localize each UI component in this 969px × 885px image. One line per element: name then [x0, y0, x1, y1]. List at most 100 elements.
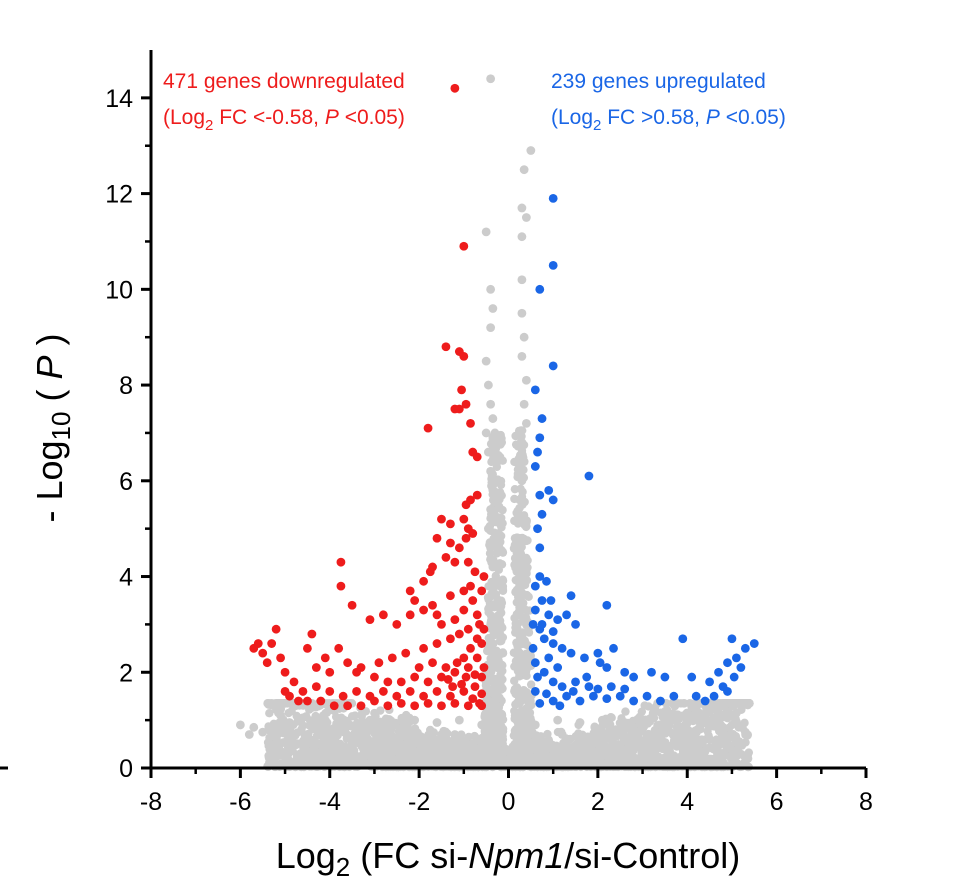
down-gene-point — [457, 679, 466, 689]
ns-gene-point — [519, 725, 529, 735]
ns-cloud-point — [728, 752, 737, 761]
ns-cloud-point — [523, 563, 532, 572]
up-gene-point — [537, 414, 547, 423]
ns-gene-point — [611, 725, 621, 735]
ns-cloud-point — [429, 747, 439, 756]
ns-gene-point — [517, 552, 527, 562]
ns-cloud-point — [488, 496, 498, 505]
up-gene-point — [642, 691, 652, 701]
ns-gene-point — [468, 739, 478, 749]
ns-cloud-point — [704, 754, 714, 764]
x-tick-label: 6 — [770, 788, 784, 816]
down-gene-point — [441, 663, 451, 672]
ns-cloud-point — [528, 728, 537, 737]
ns-cloud-point — [264, 722, 273, 731]
up-gene-point — [580, 653, 589, 663]
up-gene-point — [528, 620, 538, 629]
down-gene-point — [450, 615, 460, 625]
ns-gene-point — [334, 725, 344, 735]
ns-gene-point — [311, 722, 321, 732]
down-gene-point — [258, 648, 268, 658]
ns-cloud-point — [282, 737, 291, 746]
ns-cloud-point — [498, 575, 507, 584]
ns-gene-point — [481, 227, 491, 237]
ns-gene-point — [517, 438, 527, 447]
ns-cloud-point — [743, 751, 752, 760]
up-gene-point — [530, 605, 540, 615]
ns-cloud-point — [274, 729, 283, 738]
down-gene-point — [459, 605, 469, 615]
down-gene-point — [392, 620, 402, 629]
down-gene-point — [466, 418, 475, 428]
ns-gene-point — [519, 399, 529, 409]
ns-cloud-point — [518, 638, 528, 647]
ns-gene-point — [606, 732, 616, 742]
ns-gene-point — [740, 727, 750, 737]
down-gene-point — [457, 385, 466, 395]
down-gene-point — [450, 667, 460, 677]
down-gene-point — [396, 677, 406, 687]
down-gene-point — [428, 658, 437, 668]
ns-cloud-point — [277, 699, 286, 708]
ns-cloud-point — [521, 522, 531, 532]
down-gene-point — [303, 643, 312, 653]
up-gene-point — [602, 694, 612, 703]
ns-gene-point — [356, 727, 366, 737]
down-gene-point — [459, 653, 469, 663]
ns-gene-point — [361, 749, 370, 759]
ns-cloud-point — [307, 716, 316, 726]
ns-gene-point — [513, 734, 522, 744]
ns-gene-point — [419, 758, 428, 768]
ns-cloud-point — [725, 699, 735, 708]
ns-cloud-point — [582, 750, 592, 759]
ns-cloud-point — [511, 563, 520, 572]
down-gene-point — [365, 615, 375, 625]
down-gene-point — [446, 634, 455, 644]
downregulated-count-label: 471 genes downregulated — [163, 70, 405, 93]
down-gene-point — [378, 687, 388, 696]
down-gene-point — [443, 675, 453, 684]
ns-gene-point — [490, 696, 500, 706]
up-gene-point — [548, 627, 558, 636]
gene-points — [235, 74, 759, 768]
ns-gene-point — [481, 356, 491, 366]
down-gene-point — [463, 701, 473, 711]
ns-cloud-point — [528, 737, 538, 746]
ns-gene-point — [235, 720, 245, 730]
ns-cloud-point — [304, 753, 313, 763]
down-gene-point — [410, 596, 420, 605]
x-tick-label: 4 — [680, 788, 694, 816]
ns-cloud-point — [513, 469, 523, 479]
ns-gene-point — [258, 727, 268, 737]
ns-cloud-point — [496, 636, 506, 646]
ns-cloud-point — [498, 649, 508, 658]
down-gene-point — [470, 670, 480, 680]
ns-gene-point — [459, 751, 469, 761]
ns-gene-point — [517, 514, 527, 524]
down-gene-point — [336, 581, 346, 591]
ns-gene-point — [519, 457, 529, 467]
ns-gene-point — [486, 284, 496, 294]
down-gene-point — [343, 701, 353, 711]
ns-gene-point — [642, 715, 652, 725]
down-gene-point — [329, 701, 339, 711]
ns-cloud-point — [590, 722, 599, 731]
ns-gene-point — [517, 351, 527, 361]
down-gene-point — [472, 452, 482, 462]
ns-gene-point — [651, 727, 661, 737]
ns-gene-point — [450, 730, 460, 739]
ns-cloud-point — [471, 746, 481, 756]
ns-cloud-point — [609, 745, 618, 754]
ns-cloud-point — [404, 743, 413, 752]
down-gene-point — [479, 663, 489, 672]
down-gene-point — [414, 663, 424, 672]
down-gene-point — [472, 653, 482, 663]
ns-cloud-point — [497, 491, 506, 500]
down-gene-point — [432, 610, 442, 620]
up-gene-point — [533, 447, 542, 457]
ns-cloud-point — [265, 709, 274, 718]
down-gene-point — [459, 514, 469, 524]
ns-gene-point — [347, 739, 357, 749]
ns-gene-point — [378, 730, 388, 739]
